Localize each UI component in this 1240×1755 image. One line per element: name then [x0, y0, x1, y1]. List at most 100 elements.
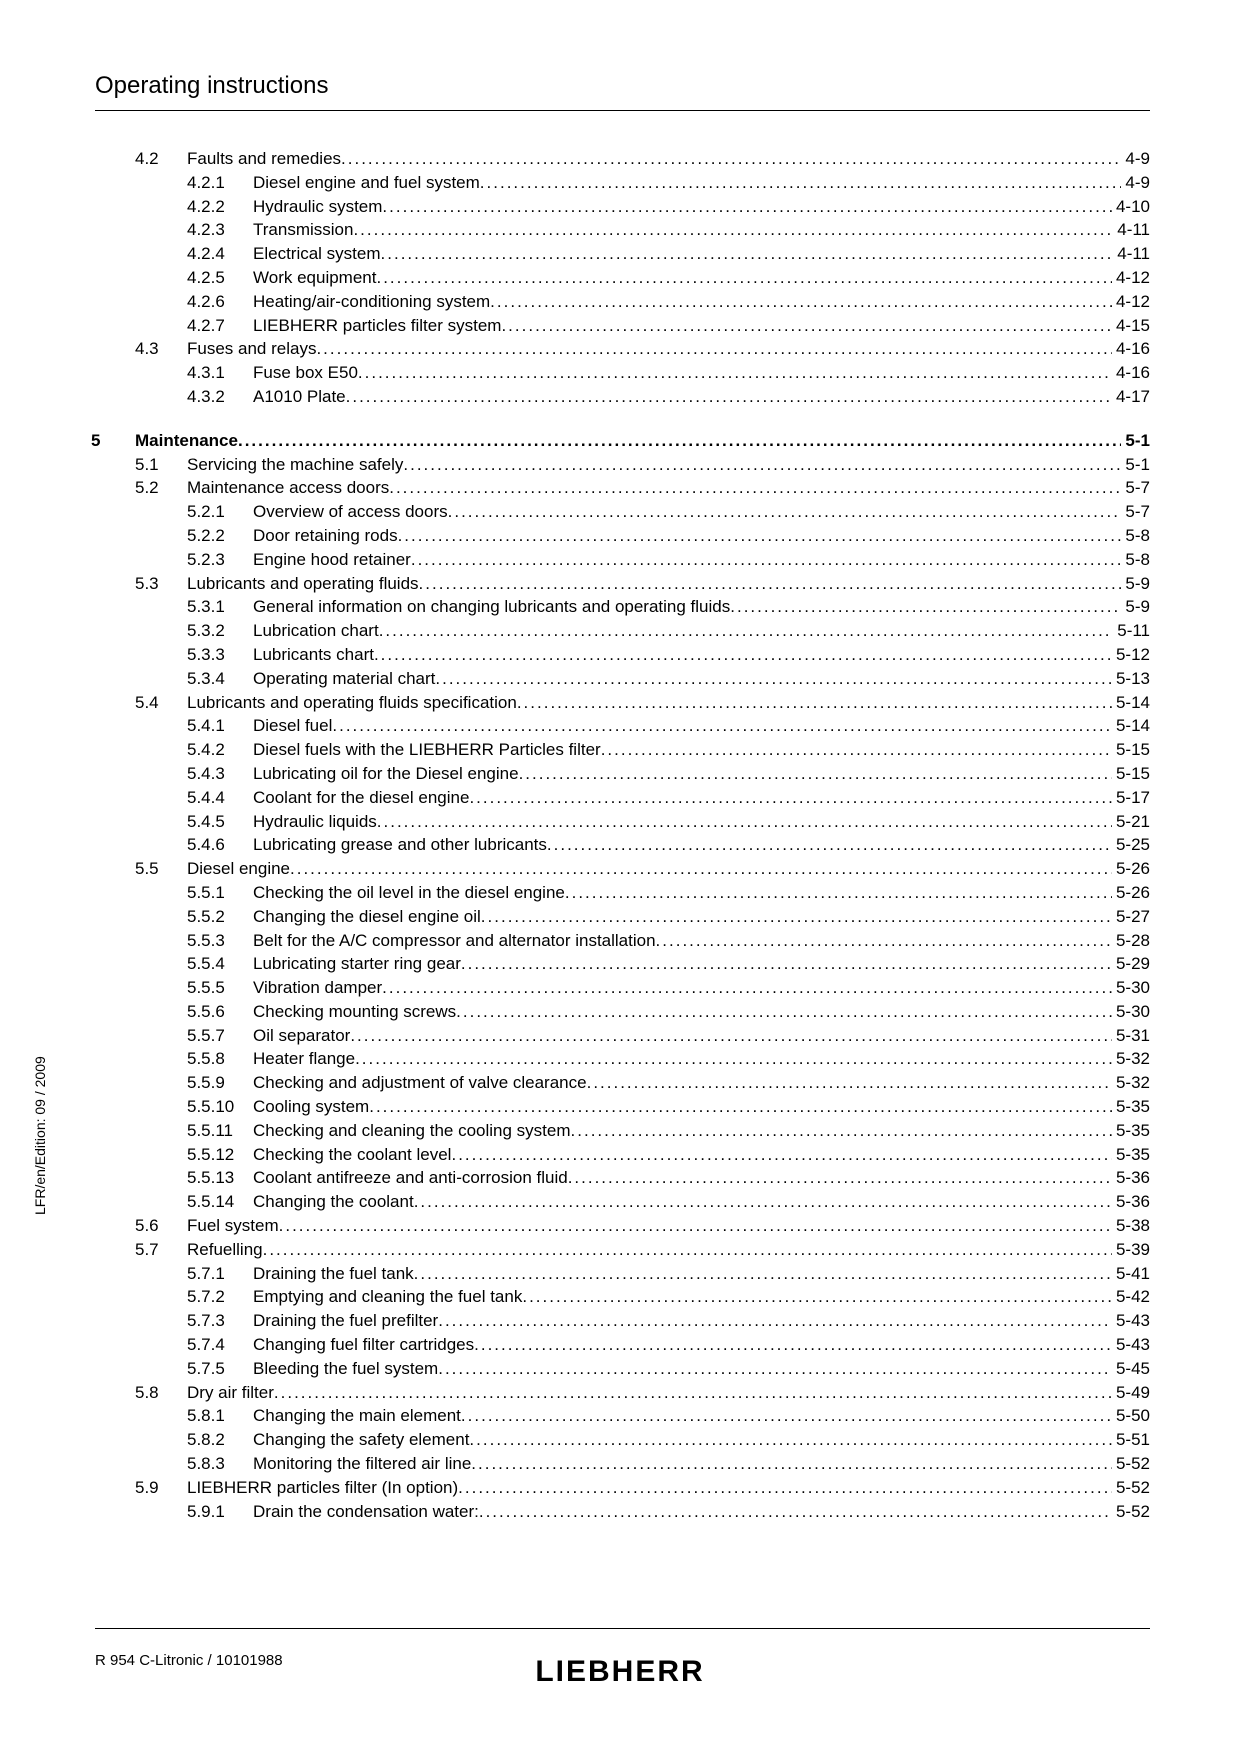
toc-dots: [456, 1000, 1112, 1024]
toc-row: 4.2.4Electrical system 4-11: [135, 242, 1150, 266]
toc-title: Door retaining rods: [253, 524, 398, 548]
toc-page: 5-25: [1112, 833, 1150, 857]
toc-row: 5.8Dry air filter 5-49: [135, 1381, 1150, 1405]
toc-title: Coolant antifreeze and anti-corrosion fl…: [253, 1166, 568, 1190]
toc-dots: [316, 337, 1112, 361]
toc-title: Lubrication chart: [253, 619, 379, 643]
toc-row: 5.8.1Changing the main element 5-50: [135, 1404, 1150, 1428]
toc-title: Cooling system: [253, 1095, 369, 1119]
toc-dots: [419, 572, 1122, 596]
toc-subsection: 5.3.1: [187, 595, 253, 619]
toc-page: 5-8: [1121, 548, 1150, 572]
toc-subsection: 5.5.13: [187, 1166, 253, 1190]
toc-title: Monitoring the filtered air line: [253, 1452, 471, 1476]
toc-page: 4-9: [1121, 171, 1150, 195]
toc-title: Transmission: [253, 218, 353, 242]
toc-row: 5.4.3Lubricating oil for the Diesel engi…: [135, 762, 1150, 786]
toc-subsection: 5.5.9: [187, 1071, 253, 1095]
toc-dots: [274, 1381, 1112, 1405]
toc-dots: [568, 1166, 1112, 1190]
toc-dots: [522, 1285, 1112, 1309]
toc-page: 5-1: [1121, 429, 1150, 453]
toc-page: 5-32: [1112, 1047, 1150, 1071]
toc-row: 5.3.1General information on changing lub…: [135, 595, 1150, 619]
toc-subsection: 5.5.3: [187, 929, 253, 953]
toc-page: 4-9: [1121, 147, 1150, 171]
toc-row: 4.2.6Heating/air-conditioning system 4-1…: [135, 290, 1150, 314]
toc-title: Checking the coolant level: [253, 1143, 451, 1167]
toc-subsection: 5.8.2: [187, 1428, 253, 1452]
toc-title: Lubricating oil for the Diesel engine: [253, 762, 519, 786]
toc-page: 4-10: [1112, 195, 1150, 219]
toc-page: 5-32: [1112, 1071, 1150, 1095]
toc-title: Engine hood retainer: [253, 548, 411, 572]
toc-subsection: 5.7.5: [187, 1357, 253, 1381]
toc-title: Lubricants chart: [253, 643, 374, 667]
toc-row: 5.7.3Draining the fuel prefilter 5-43: [135, 1309, 1150, 1333]
toc-title: Belt for the A/C compressor and alternat…: [253, 929, 656, 953]
toc-dots: [471, 1452, 1112, 1476]
toc-row: 5.4.4Coolant for the diesel engine 5-17: [135, 786, 1150, 810]
toc-page: 5-52: [1112, 1476, 1150, 1500]
toc-row: 5.1Servicing the machine safely 5-1: [135, 453, 1150, 477]
toc-subsection: 5.5.11: [187, 1119, 253, 1143]
toc-subsection: 5.4.1: [187, 714, 253, 738]
toc-dots: [517, 691, 1112, 715]
toc-row: 5Maintenance 5-1: [135, 429, 1150, 453]
toc-dots: [490, 290, 1112, 314]
toc-title: General information on changing lubrican…: [253, 595, 730, 619]
toc-dots: [469, 1428, 1112, 1452]
toc-page: 5-7: [1121, 476, 1150, 500]
toc-row: 5.3.2Lubrication chart 5-11: [135, 619, 1150, 643]
toc-subsection: 5.7.1: [187, 1262, 253, 1286]
toc-row: 4.3.1Fuse box E50 4-16: [135, 361, 1150, 385]
toc-section: 5.8: [135, 1381, 187, 1405]
toc-dots: [374, 643, 1112, 667]
footer-model: R 954 C-Litronic / 10101988: [95, 1652, 283, 1669]
toc-title: Faults and remedies: [187, 147, 341, 171]
toc-chapter: 5: [91, 429, 135, 453]
toc-row: 5.5Diesel engine 5-26: [135, 857, 1150, 881]
toc-title: Changing the main element: [253, 1404, 461, 1428]
toc-row: 5.5.9Checking and adjustment of valve cl…: [135, 1071, 1150, 1095]
toc-row: 5.2.1Overview of access doors 5-7: [135, 500, 1150, 524]
toc-page: 4-12: [1112, 290, 1150, 314]
toc-dots: [601, 738, 1112, 762]
toc-title: Emptying and cleaning the fuel tank: [253, 1285, 522, 1309]
toc-title: Checking and adjustment of valve clearan…: [253, 1071, 587, 1095]
toc-page: 5-26: [1112, 881, 1150, 905]
toc-page: 5-35: [1112, 1143, 1150, 1167]
toc-title: Checking mounting screws: [253, 1000, 456, 1024]
toc-page: 5-35: [1112, 1095, 1150, 1119]
toc-dots: [381, 242, 1114, 266]
toc-title: Heating/air-conditioning system: [253, 290, 490, 314]
toc-row: 4.2.3Transmission 4-11: [135, 218, 1150, 242]
toc-page: 5-36: [1112, 1190, 1150, 1214]
toc-subsection: 5.5.1: [187, 881, 253, 905]
toc-row: 5.5.6Checking mounting screws 5-30: [135, 1000, 1150, 1024]
toc-row: 5.9LIEBHERR particles filter (In option)…: [135, 1476, 1150, 1500]
toc-page: 5-9: [1121, 595, 1150, 619]
toc-dots: [479, 1500, 1112, 1524]
toc-page: 5-52: [1112, 1452, 1150, 1476]
toc-title: Changing the safety element: [253, 1428, 469, 1452]
toc-subsection: 5.7.2: [187, 1285, 253, 1309]
toc-row: 5.5.1Checking the oil level in the diese…: [135, 881, 1150, 905]
toc-subsection: 5.5.2: [187, 905, 253, 929]
toc-dots: [414, 1262, 1112, 1286]
toc-row: 4.2.1Diesel engine and fuel system 4-9: [135, 171, 1150, 195]
toc-dots: [730, 595, 1121, 619]
toc-page: 4-15: [1112, 314, 1150, 338]
toc-dots: [481, 905, 1112, 929]
toc-page: 5-7: [1121, 500, 1150, 524]
toc-subsection: 5.3.4: [187, 667, 253, 691]
toc-subsection: 4.2.7: [187, 314, 253, 338]
toc-row: 5.7Refuelling 5-39: [135, 1238, 1150, 1262]
toc-page: 5-21: [1112, 810, 1150, 834]
toc-row: 5.7.4Changing fuel filter cartridges 5-4…: [135, 1333, 1150, 1357]
toc-subsection: 5.5.6: [187, 1000, 253, 1024]
toc-section: 5.7: [135, 1238, 187, 1262]
toc-title: Maintenance: [135, 429, 238, 453]
toc-subsection: 5.4.5: [187, 810, 253, 834]
toc-page: 5-35: [1112, 1119, 1150, 1143]
